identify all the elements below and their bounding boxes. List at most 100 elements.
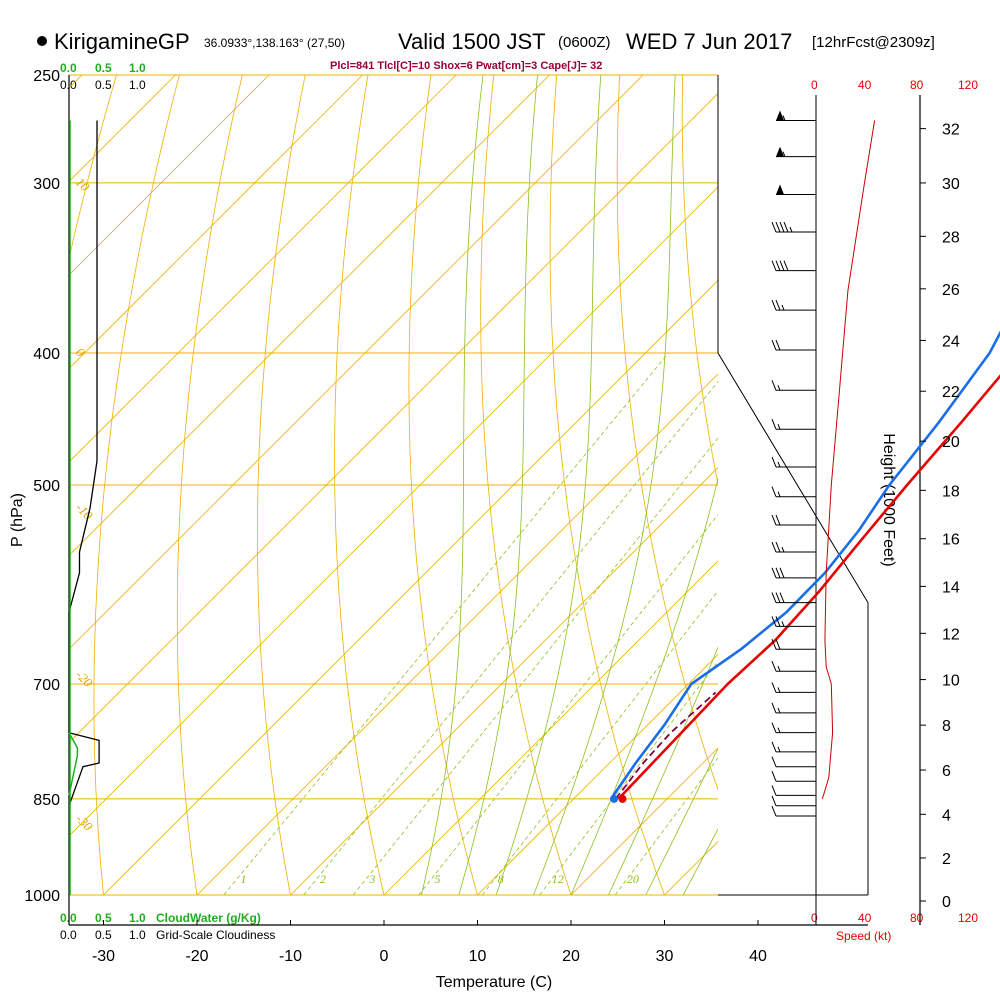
height-tick-label: 22 — [942, 384, 960, 401]
mixing-ratio-label: 20 — [627, 872, 639, 886]
isotherm-line — [758, 75, 1000, 895]
wind-barb — [771, 456, 816, 468]
wind-barb — [771, 419, 816, 430]
wind-barb-flag — [771, 661, 777, 672]
wind-barb-flag — [775, 260, 781, 271]
isotherm-label: 10 — [73, 174, 93, 194]
height-tick-label: 4 — [942, 807, 951, 824]
cloudiness-scale-top-1: 0.5 — [95, 78, 112, 92]
cloudiness-label: Grid-Scale Cloudiness — [156, 928, 275, 942]
height-tick-label: 16 — [942, 532, 960, 549]
isotherm-line — [69, 75, 270, 276]
dry-adiabat-line — [549, 75, 665, 895]
wind-barb-flag — [775, 299, 781, 311]
wind-barb — [771, 795, 816, 807]
height-tick-label: 28 — [942, 229, 960, 246]
height-tick-label: 18 — [942, 483, 960, 500]
cloudwater-scale-bottom-1: 0.5 — [95, 911, 112, 925]
cloudiness-scale-bottom-0: 0.0 — [60, 928, 77, 942]
wind-barb — [771, 756, 816, 768]
wind-barb — [771, 616, 816, 627]
mixing-ratio-label: 8 — [498, 872, 504, 886]
station-dot-icon — [37, 36, 47, 46]
temperature-tick-label: 0 — [380, 948, 389, 965]
wind-scale-bottom-3: 120 — [958, 911, 978, 925]
dewpoint-line — [609, 330, 1000, 800]
pressure-tick-label: 250 — [33, 68, 60, 85]
height-tick-label: 2 — [942, 851, 951, 868]
wind-barb-flag — [771, 299, 777, 311]
wind-barb-flag — [771, 339, 777, 351]
isotherm-label: -30 — [73, 811, 96, 834]
wind-barb — [771, 221, 816, 233]
isotherm-line — [477, 653, 718, 895]
moist-adiabat-line — [570, 476, 718, 895]
mixing-ratio-line — [418, 514, 718, 895]
pressure-tick-label: 400 — [33, 346, 60, 363]
moist-adiabat-line — [608, 646, 718, 895]
wind-barb — [771, 722, 816, 734]
mixing-ratio-line — [614, 757, 718, 895]
wind-scale-top-2: 80 — [910, 78, 924, 92]
wind-barb — [771, 805, 816, 817]
mixing-ratio-label: 12 — [552, 872, 564, 886]
temperature-tick-label: 30 — [656, 948, 674, 965]
wind-barb-flag — [775, 514, 781, 526]
pressure-axis-title: P (hPa) — [9, 493, 26, 547]
wind-scale-top-3: 120 — [958, 78, 978, 92]
temperature-tick-label: -20 — [185, 948, 208, 965]
wind-barb-flag — [775, 592, 781, 603]
wind-barb-halfflag — [777, 746, 781, 752]
wind-barb-flag — [775, 567, 781, 579]
wind-barb-pennant — [776, 184, 784, 195]
cloudiness-profile-line — [68, 120, 100, 807]
wind-barb — [776, 184, 816, 196]
cloudwater-scale-top-2: 1.0 — [129, 61, 146, 75]
cloudwater-scale-top-1: 0.5 — [95, 61, 112, 75]
wind-speed-label: Speed (kt) — [836, 929, 891, 943]
height-tick-label: 14 — [942, 579, 960, 596]
dry-adiabat-line — [808, 75, 1000, 895]
moist-adiabat-line — [458, 75, 538, 895]
height-tick-label: 6 — [942, 763, 951, 780]
wind-barb — [771, 785, 816, 796]
wind-barb — [771, 639, 816, 650]
mixing-ratio-line — [481, 590, 718, 895]
wind-barb-halfflag — [777, 727, 781, 733]
wind-barb-flag — [771, 756, 777, 767]
temperature-tick-label: 20 — [562, 948, 580, 965]
height-tick-label: 10 — [942, 673, 960, 690]
wind-barb-halfflag — [777, 666, 781, 672]
station-coords: 36.0933°,138.163° (27,50) — [204, 36, 345, 50]
temperature-tick-label: -10 — [279, 948, 302, 965]
wind-barb-halfflag — [777, 424, 781, 430]
wind-barb-halfflag — [777, 687, 781, 693]
pressure-tick-label: 700 — [33, 677, 60, 694]
dry-adiabat-line — [176, 75, 243, 895]
wind-barb-halfflag — [777, 461, 781, 468]
wind-barb-halfflag — [781, 621, 785, 627]
wind-barb — [771, 380, 816, 391]
isotherm-line — [852, 75, 1000, 895]
wind-barb-flag — [775, 339, 781, 351]
isotherm-label: -20 — [73, 667, 96, 690]
wind-barb-flag — [771, 592, 777, 603]
wind-barb — [771, 771, 816, 782]
cloudiness-scale-bottom-2: 1.0 — [129, 928, 146, 942]
wind-barb-flag — [775, 221, 781, 233]
forecast-date: WED 7 Jun 2017 — [626, 29, 792, 54]
wind-barb-pennant — [776, 146, 784, 157]
mixing-ratio-line — [352, 437, 718, 895]
wind-barb — [771, 661, 816, 672]
height-tick-label: 8 — [942, 718, 951, 735]
wind-barb — [771, 260, 816, 272]
wind-barb — [771, 592, 816, 604]
wind-barb-halfflag — [782, 151, 786, 157]
isotherm-label: 0 — [73, 345, 89, 361]
wind-scale-top-0: 0 — [811, 78, 818, 92]
wind-barb-flag — [771, 741, 777, 752]
mixing-ratio-label: 5 — [435, 872, 441, 886]
dry-adiabat-line — [480, 75, 572, 895]
wind-barb-halfflag — [789, 226, 793, 233]
wind-barb-flag — [775, 616, 781, 627]
